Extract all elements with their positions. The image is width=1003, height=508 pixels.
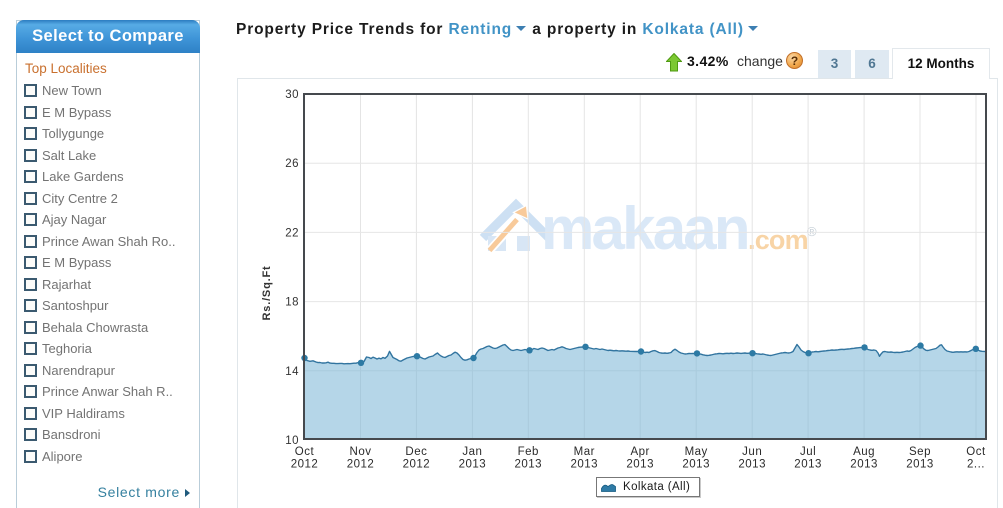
svg-text:Rs./Sq.Ft: Rs./Sq.Ft [261,266,273,321]
svg-text:10: 10 [285,435,299,447]
svg-text:2013: 2013 [738,459,766,471]
svg-text:Oct: Oct [295,446,315,458]
svg-text:Jun: Jun [742,446,762,458]
svg-text:Aug: Aug [853,446,875,458]
svg-text:.com: .com [748,225,808,255]
svg-text:makaan: makaan [541,195,748,262]
svg-text:2012: 2012 [403,459,431,471]
svg-text:30: 30 [285,89,299,101]
svg-text:2013: 2013 [850,459,878,471]
svg-text:Feb: Feb [518,446,539,458]
svg-text:2013: 2013 [906,459,934,471]
svg-text:22: 22 [285,227,299,239]
svg-text:2012: 2012 [347,459,375,471]
svg-text:Jan: Jan [462,446,482,458]
svg-text:2013: 2013 [794,459,822,471]
svg-text:14: 14 [285,366,299,378]
svg-text:2013: 2013 [626,459,654,471]
svg-text:Sep: Sep [909,446,931,458]
svg-text:2013: 2013 [459,459,487,471]
svg-text:2013: 2013 [571,459,599,471]
svg-text:Oct: Oct [966,446,986,458]
svg-text:2013: 2013 [682,459,710,471]
svg-text:®: ® [807,224,817,239]
svg-text:18: 18 [285,297,299,309]
svg-text:Dec: Dec [405,446,427,458]
svg-text:2...: 2... [967,459,985,471]
svg-text:Mar: Mar [574,446,595,458]
svg-text:May: May [685,446,708,458]
svg-text:Apr: Apr [630,446,649,458]
svg-text:2012: 2012 [291,459,319,471]
svg-text:Jul: Jul [800,446,816,458]
svg-text:2013: 2013 [515,459,543,471]
svg-text:Nov: Nov [350,446,372,458]
svg-text:26: 26 [285,158,299,170]
